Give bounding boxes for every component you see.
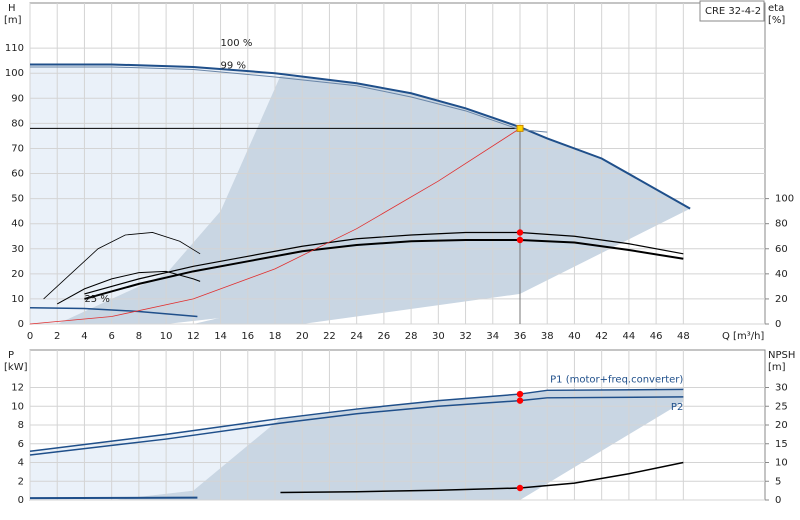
annotation: 25 % (84, 294, 109, 305)
operating-point (516, 124, 524, 132)
x-tick-label: 2 (54, 331, 60, 342)
x-tick-label: 10 (160, 331, 173, 342)
y-label: H (8, 3, 16, 14)
operating-area (30, 64, 281, 324)
y-tick-label: 40 (11, 219, 24, 230)
y-tick-label: 12 (11, 383, 24, 394)
x-tick-label: 8 (136, 331, 142, 342)
y-tick-label: 0 (18, 495, 24, 506)
y-tick-label: 4 (18, 458, 24, 469)
x-tick-label: 44 (623, 331, 636, 342)
curve (30, 66, 548, 133)
curve (29, 396, 684, 456)
curve (29, 306, 198, 318)
y-tick-label: 50 (11, 194, 24, 205)
y2-unit: [%] (768, 15, 785, 26)
x-tick-label: 4 (81, 331, 87, 342)
x-tick-label: 48 (677, 331, 690, 342)
x-tick-label: 42 (595, 331, 608, 342)
curve (56, 270, 201, 305)
y-tick-label: 10 (11, 294, 24, 305)
y2-label: NPSH (768, 350, 795, 361)
x-tick-label: 16 (241, 331, 254, 342)
title-box (699, 0, 765, 22)
x-tick-label: 6 (108, 331, 114, 342)
x-tick-label: 40 (568, 331, 581, 342)
x-tick-label: 0 (27, 331, 33, 342)
x-label: Q [m³/h] (722, 331, 764, 342)
y2-tick-label: 15 (775, 439, 788, 450)
y-label: P (8, 350, 14, 361)
x-tick-label: 20 (296, 331, 309, 342)
annotation: 100 % (221, 38, 253, 49)
x-tick-label: 34 (486, 331, 499, 342)
curve (29, 388, 684, 452)
annotation: 99 % (221, 61, 246, 72)
x-tick-label: 26 (378, 331, 391, 342)
y2-tick-label: 20 (775, 294, 788, 305)
y-tick-label: 100 (5, 68, 24, 79)
y-unit: [kW] (4, 362, 28, 373)
x-tick-label: 38 (541, 331, 554, 342)
y2-label: eta (768, 3, 784, 14)
operating-area (111, 389, 684, 500)
x-tick-label: 12 (187, 331, 200, 342)
y-tick-label: 110 (5, 43, 24, 54)
y2-tick-label: 60 (775, 244, 788, 255)
y2-unit: [m] (768, 362, 786, 373)
operating-point (516, 229, 524, 236)
y2-tick-label: 20 (775, 420, 788, 431)
curve (30, 63, 691, 210)
curve (43, 232, 201, 300)
y2-tick-label: 80 (775, 219, 788, 230)
y2-tick-label: 0 (775, 495, 781, 506)
y2-tick-label: 0 (775, 319, 781, 330)
y2-tick-label: 30 (775, 383, 788, 394)
x-tick-label: 46 (650, 331, 663, 342)
operating-area (193, 208, 691, 324)
y2-tick-label: 100 (775, 194, 794, 205)
y-tick-label: 10 (11, 401, 24, 412)
y-tick-label: 60 (11, 169, 24, 180)
y-tick-label: 30 (11, 244, 24, 255)
y-tick-label: 8 (18, 420, 24, 431)
y-tick-label: 90 (11, 93, 24, 104)
operating-point (516, 390, 524, 398)
y2-tick-label: 5 (775, 476, 781, 487)
x-tick-label: 32 (459, 331, 472, 342)
x-tick-label: 28 (405, 331, 418, 342)
y-tick-label: 20 (11, 269, 24, 280)
y-tick-label: 0 (18, 319, 24, 330)
x-tick-label: 24 (350, 331, 363, 342)
y-tick-label: 70 (11, 143, 24, 154)
y-tick-label: 80 (11, 118, 24, 129)
x-tick-label: 22 (323, 331, 336, 342)
operating-point (516, 484, 524, 492)
x-tick-label: 14 (214, 331, 227, 342)
operating-point (516, 236, 524, 244)
series-label: P1 (motor+freq.converter) (550, 374, 683, 385)
y2-tick-label: 10 (775, 458, 788, 469)
chart-title: CRE 32-4-2 (705, 6, 761, 17)
y-tick-label: 6 (18, 439, 24, 450)
curve (84, 231, 684, 295)
x-tick-label: 18 (269, 331, 282, 342)
curve (84, 238, 684, 300)
series-label: P2 (671, 402, 683, 413)
operating-point (516, 397, 524, 404)
y2-tick-label: 25 (775, 401, 788, 412)
x-tick-label: 30 (432, 331, 445, 342)
y-unit: [m] (4, 15, 22, 26)
y2-tick-label: 40 (775, 269, 788, 280)
y-tick-label: 2 (18, 476, 24, 487)
x-tick-label: 36 (514, 331, 527, 342)
curve (29, 128, 521, 325)
